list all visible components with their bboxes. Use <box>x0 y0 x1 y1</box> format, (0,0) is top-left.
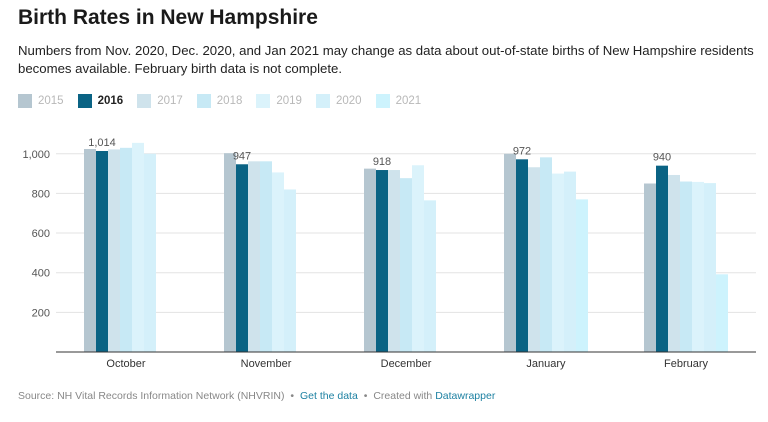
legend-item-2019: 2019 <box>256 94 302 108</box>
y-tick-label: 800 <box>32 188 50 200</box>
legend: 2015 2016 2017 2018 2019 2020 2021 <box>18 94 435 108</box>
bar-2016-january <box>516 159 528 352</box>
bar-2020-february <box>704 183 716 352</box>
bar-2015-december <box>364 168 376 352</box>
y-tick-label: 200 <box>32 307 50 319</box>
source-note: Source: NH Vital Records Information Net… <box>18 390 285 402</box>
legend-swatch <box>18 94 32 108</box>
bar-2017-february <box>668 174 680 352</box>
x-tick-label: November <box>241 358 292 370</box>
data-label: 972 <box>513 145 531 157</box>
legend-item-2018: 2018 <box>196 94 243 108</box>
bar-2015-october <box>84 149 96 352</box>
created-with-text: Created with <box>373 390 433 402</box>
bar-2019-november <box>272 172 284 352</box>
bar-2015-november <box>224 153 236 352</box>
x-tick-label: October <box>106 358 145 370</box>
legend-label: 2019 <box>276 95 302 107</box>
legend-label: 2020 <box>335 95 362 107</box>
bar-2021-january <box>576 199 588 352</box>
legend-item-2017: 2017 <box>137 94 183 108</box>
footer: Source: NH Vital Records Information Net… <box>18 390 495 402</box>
get-the-data-link[interactable]: Get the data <box>300 390 358 402</box>
legend-label: 2018 <box>216 95 243 107</box>
bar-2017-october <box>108 149 120 352</box>
y-tick-label: 600 <box>32 228 50 240</box>
bar-2019-december <box>412 165 424 352</box>
y-tick-label: 1,000 <box>22 149 50 161</box>
legend-label: 2015 <box>38 95 64 107</box>
bar-chart: 200 400 600 800 1,000 1,014 October 947 November… <box>22 137 756 370</box>
data-label: 918 <box>373 156 391 168</box>
bar-2020-november <box>284 189 296 352</box>
bar-2020-december <box>424 200 436 352</box>
legend-label: 2021 <box>395 95 422 107</box>
x-tick-label: December <box>381 358 432 370</box>
legend-label: 2017 <box>157 95 183 107</box>
datawrapper-link[interactable]: Datawrapper <box>435 390 496 402</box>
bar-2019-february <box>692 181 704 352</box>
bar-2018-october <box>120 147 132 352</box>
bar-2019-january <box>552 173 564 352</box>
legend-item-2016: 2016 <box>77 94 124 108</box>
legend-label: 2016 <box>97 95 124 107</box>
bar-2019-october <box>132 142 144 352</box>
bar-2017-december <box>388 170 400 352</box>
bar-2018-january <box>540 157 552 352</box>
bar-2016-november <box>236 164 248 352</box>
bar-2018-december <box>400 178 412 352</box>
bar-2020-january <box>564 171 576 352</box>
chart-subtitle: Numbers from Nov. 2020, Dec. 2020, and J… <box>18 43 754 76</box>
chart-title: Birth Rates in New Hampshire <box>18 6 318 29</box>
data-label: 1,014 <box>88 137 116 149</box>
x-tick-label: January <box>526 358 566 370</box>
bar-2016-october <box>96 150 108 352</box>
legend-swatch <box>77 94 92 108</box>
legend-item-2020: 2020 <box>315 94 362 108</box>
legend-swatch <box>196 94 211 108</box>
footer-separator: • <box>290 390 295 402</box>
data-label: 947 <box>233 150 251 162</box>
bar-2018-february <box>680 181 692 352</box>
bar-2017-january <box>528 167 540 352</box>
bar-2017-november <box>248 161 260 352</box>
legend-swatch <box>137 94 152 108</box>
bar-2016-december <box>376 170 388 352</box>
legend-swatch <box>256 94 271 108</box>
footer-separator: • <box>363 390 368 402</box>
legend-item-2021: 2021 <box>375 94 422 108</box>
bar-2016-february <box>656 165 668 352</box>
bar-2020-october <box>144 153 156 352</box>
legend-item-2015: 2015 <box>18 94 64 108</box>
bar-2021-february <box>716 274 728 352</box>
bar-2015-january <box>504 153 516 352</box>
legend-swatch <box>315 94 330 108</box>
x-tick-label: February <box>664 358 709 370</box>
data-label: 940 <box>653 152 671 164</box>
bar-2015-february <box>644 183 656 352</box>
legend-swatch <box>375 94 390 108</box>
bar-2018-november <box>260 161 272 352</box>
y-tick-label: 400 <box>32 268 50 280</box>
